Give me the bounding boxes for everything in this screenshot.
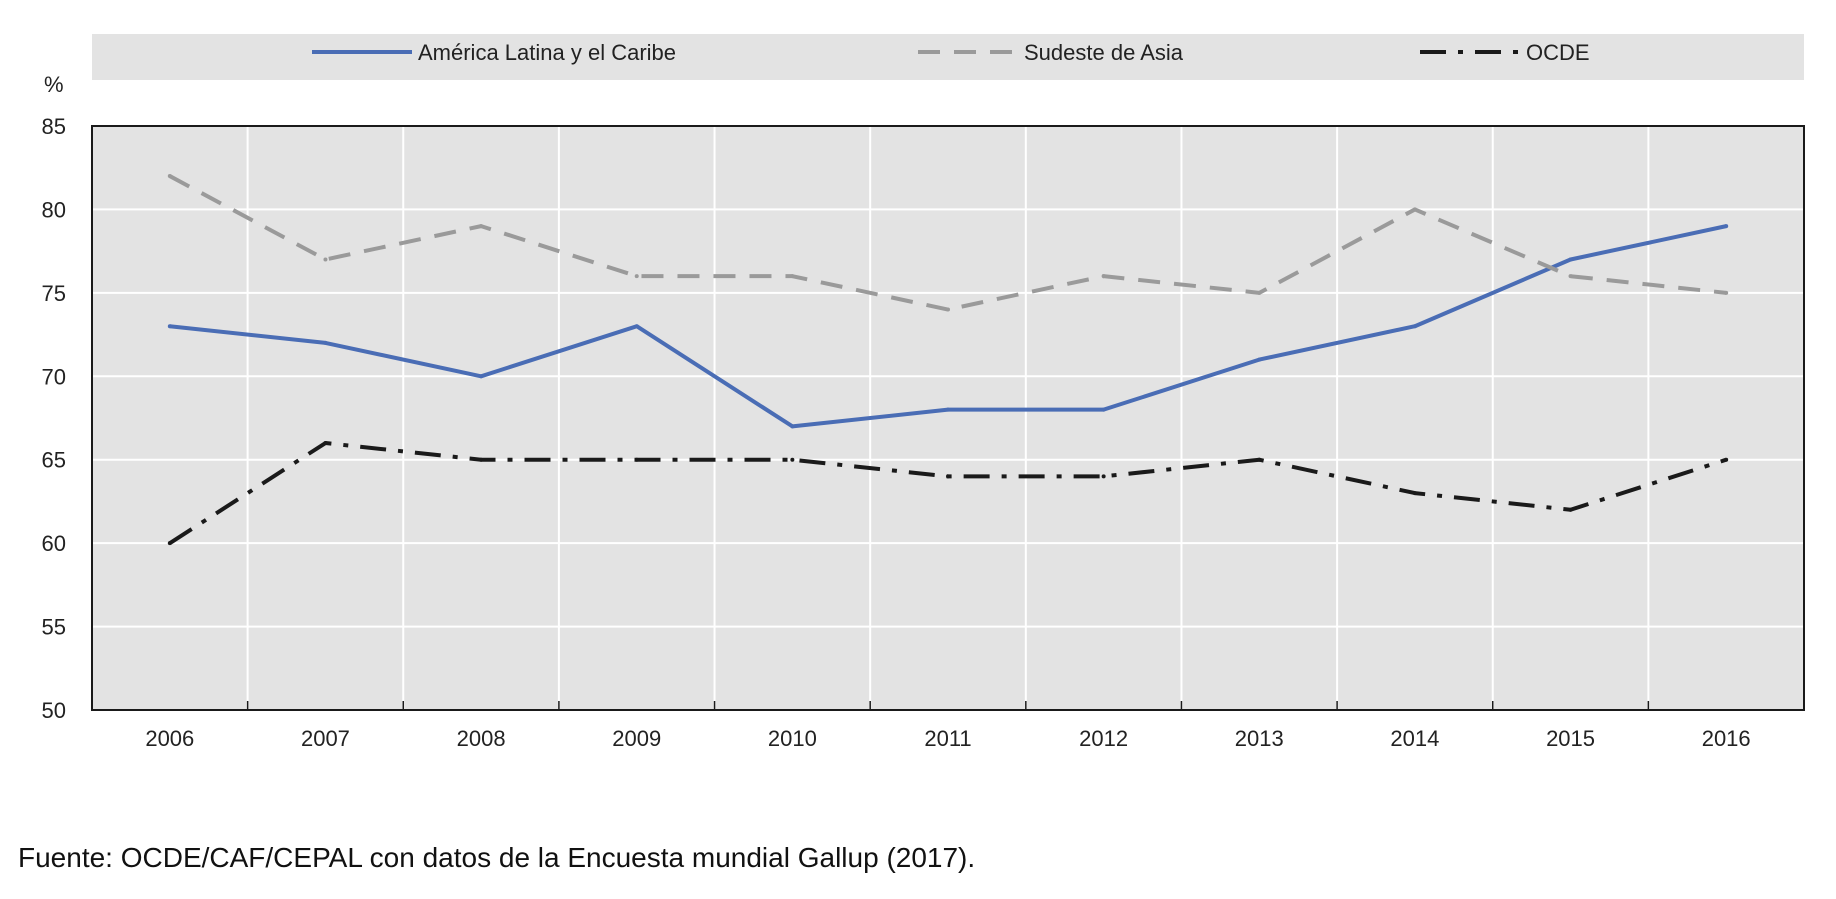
x-tick-label: 2014 bbox=[1390, 726, 1439, 751]
data-point bbox=[1101, 274, 1106, 279]
data-point bbox=[946, 407, 950, 412]
x-tick-label: 2006 bbox=[145, 726, 194, 751]
data-point bbox=[1101, 407, 1106, 412]
data-point bbox=[634, 324, 639, 329]
data-point bbox=[479, 224, 484, 229]
data-point bbox=[790, 424, 795, 429]
data-point bbox=[1724, 224, 1729, 229]
data-point bbox=[634, 457, 639, 462]
legend-background bbox=[92, 34, 1804, 80]
data-point bbox=[1568, 274, 1573, 279]
data-point bbox=[1101, 474, 1106, 479]
data-point bbox=[1412, 324, 1417, 329]
data-point bbox=[167, 541, 172, 546]
data-point bbox=[1412, 491, 1417, 496]
x-tick-label: 2013 bbox=[1235, 726, 1284, 751]
plot-area bbox=[92, 126, 1804, 710]
y-tick-label: 60 bbox=[42, 531, 66, 556]
y-axis-ticks: 85 80 75 70 65 60 55 50 bbox=[42, 114, 66, 723]
data-point bbox=[323, 441, 328, 446]
y-tick-label: 75 bbox=[42, 281, 66, 306]
series-lines bbox=[167, 174, 1729, 546]
x-tick-label: 2007 bbox=[301, 726, 350, 751]
legend-label: América Latina y el Caribe bbox=[418, 40, 676, 65]
y-tick-label: 80 bbox=[42, 197, 66, 222]
legend-label: Sudeste de Asia bbox=[1024, 40, 1184, 65]
data-point bbox=[634, 274, 639, 279]
data-point bbox=[946, 307, 950, 312]
plot-frame bbox=[91, 125, 1805, 711]
data-point bbox=[790, 457, 795, 462]
legend-label: OCDE bbox=[1526, 40, 1590, 65]
data-point bbox=[479, 457, 484, 462]
y-tick-label: 50 bbox=[42, 698, 66, 723]
y-tick-label: 85 bbox=[42, 114, 66, 139]
data-point bbox=[1568, 507, 1573, 512]
x-tick-label: 2015 bbox=[1546, 726, 1595, 751]
data-point bbox=[1257, 290, 1262, 295]
x-tick-label: 2009 bbox=[612, 726, 661, 751]
data-point bbox=[1257, 357, 1262, 362]
legend: América Latina y el Caribe Sudeste de Asi… bbox=[312, 40, 1590, 65]
x-tick-label: 2008 bbox=[457, 726, 506, 751]
y-tick-label: 65 bbox=[42, 448, 66, 473]
data-point bbox=[1412, 207, 1417, 212]
y-tick-label: 55 bbox=[42, 615, 66, 640]
x-axis-ticks: 2006 2007 2008 2009 2010 2011 2012 2013 2014 2015… bbox=[145, 701, 1751, 751]
x-tick-label: 2011 bbox=[924, 726, 971, 751]
data-point bbox=[323, 257, 328, 262]
y-tick-label: 70 bbox=[42, 364, 66, 389]
data-point bbox=[1724, 457, 1729, 462]
x-tick-label: 2010 bbox=[768, 726, 817, 751]
data-point bbox=[790, 274, 795, 279]
data-point bbox=[479, 374, 484, 379]
x-tick-label: 2012 bbox=[1079, 726, 1128, 751]
data-point bbox=[167, 324, 172, 329]
data-point bbox=[946, 474, 950, 479]
y-axis-unit-label: % bbox=[44, 72, 64, 97]
data-point bbox=[1257, 457, 1262, 462]
data-point bbox=[323, 340, 328, 345]
x-tick-label: 2016 bbox=[1702, 726, 1751, 751]
data-point bbox=[167, 174, 172, 179]
gridlines bbox=[92, 126, 1804, 710]
data-point bbox=[1568, 257, 1573, 262]
data-point bbox=[1724, 290, 1729, 295]
source-note: Fuente: OCDE/CAF/CEPAL con datos de la E… bbox=[18, 842, 976, 873]
